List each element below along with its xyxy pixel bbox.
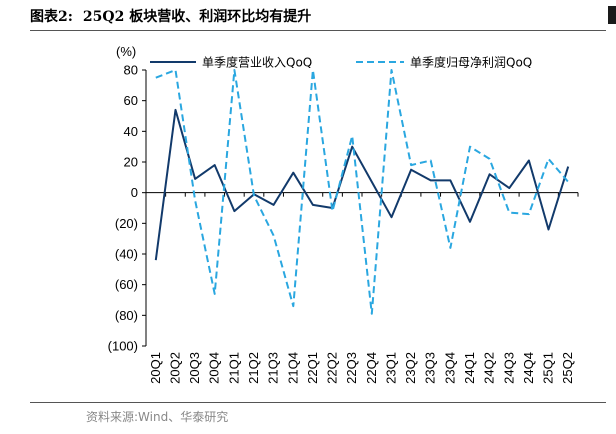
data-point (508, 211, 510, 213)
data-point (508, 187, 510, 189)
page-edge-mark (608, 6, 616, 24)
data-point (430, 159, 432, 161)
data-point (174, 69, 176, 71)
data-point (292, 172, 294, 174)
x-tick-label: 23Q1 (383, 352, 398, 384)
y-tick-label: (20) (115, 216, 138, 231)
series-line-profit-qoq (155, 69, 569, 315)
data-point (547, 158, 549, 160)
x-tick-label: 20Q4 (207, 352, 222, 384)
data-point (233, 210, 235, 212)
data-point (488, 173, 490, 175)
y-tick-label: 40 (124, 124, 138, 139)
data-point (567, 181, 569, 183)
data-point (371, 313, 373, 315)
y-axis: (%) 80 60 40 20 0 (20) (40) (60) (80) (100) (108, 44, 147, 354)
series-layer (154, 69, 570, 315)
data-point (430, 179, 432, 181)
y-axis-unit-label: (%) (116, 44, 136, 59)
data-point (449, 247, 451, 249)
source-note: 资料来源:Wind、华泰研究 (86, 410, 229, 424)
x-tick-label: 24Q3 (501, 352, 516, 384)
data-point (155, 77, 157, 79)
series-line-revenue-qoq (154, 108, 570, 261)
x-tick-label: 21Q2 (246, 352, 261, 384)
data-point (547, 228, 549, 230)
x-tick-label: 21Q3 (266, 352, 281, 384)
x-tick-label: 24Q4 (521, 352, 536, 384)
x-tick-label: 21Q4 (285, 352, 300, 384)
y-tick-label: (60) (115, 277, 138, 292)
data-point (214, 293, 216, 295)
x-tick-label: 22Q1 (305, 352, 320, 384)
x-tick-label: 23Q2 (403, 352, 418, 384)
data-point (469, 146, 471, 148)
x-tick-label: 23Q3 (423, 352, 438, 384)
x-tick-label: 20Q1 (148, 352, 163, 384)
data-point (469, 221, 471, 223)
legend-label-profit: 单季度归母净利润QoQ (410, 55, 532, 70)
x-axis: 20Q1 20Q2 20Q3 20Q4 21Q1 21Q2 21Q3 21Q4 22Q1 22Q2… (145, 192, 579, 384)
data-point (272, 204, 274, 206)
data-point (292, 305, 294, 307)
y-tick-label: 60 (124, 93, 138, 108)
x-tick-label: 25Q1 (541, 352, 556, 384)
bottom-rule (30, 402, 606, 403)
data-point (371, 181, 373, 183)
x-tick-label: 22Q4 (364, 352, 379, 384)
data-point (567, 165, 569, 167)
figure-label: 图表2: (30, 9, 73, 25)
x-tick-label: 24Q2 (482, 352, 497, 384)
legend-label-revenue: 单季度营业收入QoQ (202, 55, 312, 70)
data-point (351, 135, 353, 137)
data-point (410, 169, 412, 171)
x-tick-label: 21Q1 (226, 352, 241, 384)
data-point (214, 164, 216, 166)
data-point (390, 216, 392, 218)
data-point (253, 195, 255, 197)
data-point (194, 199, 196, 201)
data-point (155, 259, 157, 261)
x-tick-label: 25Q2 (560, 352, 575, 384)
y-tick-label: (40) (115, 247, 138, 262)
figure-title: 25Q2 板块营收、利润环比均有提升 (82, 9, 312, 25)
x-tick-label: 22Q2 (325, 352, 340, 384)
y-tick-label: (100) (108, 339, 138, 354)
data-point (351, 146, 353, 148)
x-tick-label: 20Q2 (167, 352, 182, 384)
legend: 单季度营业收入QoQ 单季度归母净利润QoQ (150, 55, 532, 70)
data-point (528, 159, 530, 161)
data-point (331, 210, 333, 212)
x-tick-label: 23Q4 (442, 352, 457, 384)
top-rule (30, 30, 606, 31)
x-tick-label: 24Q1 (462, 352, 477, 384)
data-point (194, 178, 196, 180)
data-point (174, 109, 176, 111)
x-tick-label: 20Q3 (187, 352, 202, 384)
y-tick-label: 20 (124, 155, 138, 170)
chart-title: 图表2: 25Q2 板块营收、利润环比均有提升 (30, 6, 311, 26)
data-point (488, 158, 490, 160)
data-point (390, 69, 392, 71)
data-point (528, 213, 530, 215)
data-point (449, 179, 451, 181)
x-tick-label: 22Q3 (344, 352, 359, 384)
y-tick-label: 0 (131, 185, 138, 200)
data-point (312, 204, 314, 206)
y-tick-label: (80) (115, 308, 138, 323)
data-point (410, 164, 412, 166)
data-point (272, 234, 274, 236)
y-tick-label: 80 (124, 63, 138, 78)
